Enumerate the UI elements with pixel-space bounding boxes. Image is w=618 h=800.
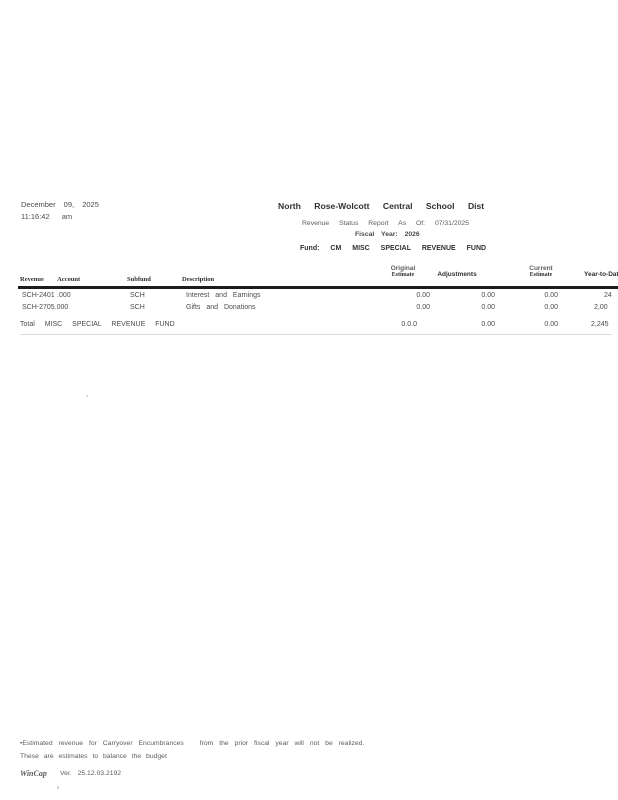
report-title: Revenue Status Report <box>302 220 389 227</box>
col-header-current-sub: Estimate <box>529 272 553 278</box>
print-date: December 09, 2025 <box>21 200 99 209</box>
total-label: Total MISC SPECIAL REVENUE FUND <box>20 321 175 328</box>
row-description: Interest and Earnings <box>186 292 261 299</box>
row-account: SCH-2705.000 <box>22 304 69 311</box>
col-header-current-label: Current <box>529 265 553 272</box>
row-adjustments: 0.00 <box>481 292 495 299</box>
total-current-estimate: 0.00 <box>544 321 558 328</box>
as-of-date: 07/31/2025 <box>434 220 469 227</box>
row-adjustments: 0.00 <box>481 304 495 311</box>
print-time: 11:16:42 am <box>21 212 73 221</box>
app-name: WinCap <box>20 769 47 778</box>
scan-speck <box>86 395 88 397</box>
fund-name: MISC SPECIAL REVENUE FUND <box>352 245 487 252</box>
fund-code: CM <box>330 245 342 252</box>
scan-speck <box>57 786 59 789</box>
fiscal-year-value: 2026 <box>404 231 420 238</box>
row-year-to-date: 24 <box>604 292 612 299</box>
row-current-estimate: 0.00 <box>544 304 558 311</box>
row-description: Gifts and Donations <box>186 304 256 311</box>
footnote-line1-part2: from the prior fiscal year will not be r… <box>199 740 365 747</box>
row-original-estimate: 0.00 <box>416 304 430 311</box>
as-of-label: As Of: <box>398 220 426 227</box>
app-version: Ver. 25.12.03.2192 <box>60 770 122 777</box>
total-year-to-date: 2,245 <box>591 321 609 328</box>
fund-line: Fund: CM MISC SPECIAL REVENUE FUND <box>300 245 486 252</box>
report-title-line: Revenue Status Report As Of: 07/31/2025 <box>302 220 469 227</box>
fiscal-year-label: Fiscal Year: <box>355 231 398 238</box>
footnote-line2: These are estimates to balance the budge… <box>20 753 167 760</box>
col-header-original-sub: Estimate <box>391 272 415 278</box>
col-header-original: Original Estimate <box>374 265 432 278</box>
footnote-line1-part1: •Estimated revenue for Carryover Encumbr… <box>20 740 184 747</box>
fiscal-year-line: Fiscal Year: 2026 <box>355 231 420 238</box>
col-header-revenue-account: Revenue Account <box>20 276 81 283</box>
col-header-current: Current Estimate <box>512 265 570 278</box>
total-original-estimate: 0.0.0 <box>401 321 417 328</box>
total-adjustments: 0.00 <box>481 321 495 328</box>
col-header-original-label: Original <box>390 265 416 272</box>
row-year-to-date: 2,00 <box>594 304 608 311</box>
row-subfund: SCH <box>130 304 145 311</box>
col-header-subfund: Subfund <box>127 276 151 283</box>
fund-label: Fund: <box>300 245 320 252</box>
row-original-estimate: 0.00 <box>416 292 430 299</box>
footnote-line1: •Estimated revenue for Carryover Encumbr… <box>20 740 364 747</box>
col-header-description: Description <box>182 276 215 283</box>
col-header-adjustments: Adjustments <box>437 271 477 278</box>
district-name: North Rose-Wolcott Central School Dist <box>278 201 485 211</box>
header-rule <box>18 286 618 289</box>
total-rule <box>20 334 612 335</box>
row-subfund: SCH <box>130 292 145 299</box>
row-account: SCH-2401 <box>22 292 55 299</box>
row-account-suffix: .000 <box>57 292 71 299</box>
row-current-estimate: 0.00 <box>544 292 558 299</box>
col-header-year-to-date: Year-to-Date <box>584 271 618 278</box>
